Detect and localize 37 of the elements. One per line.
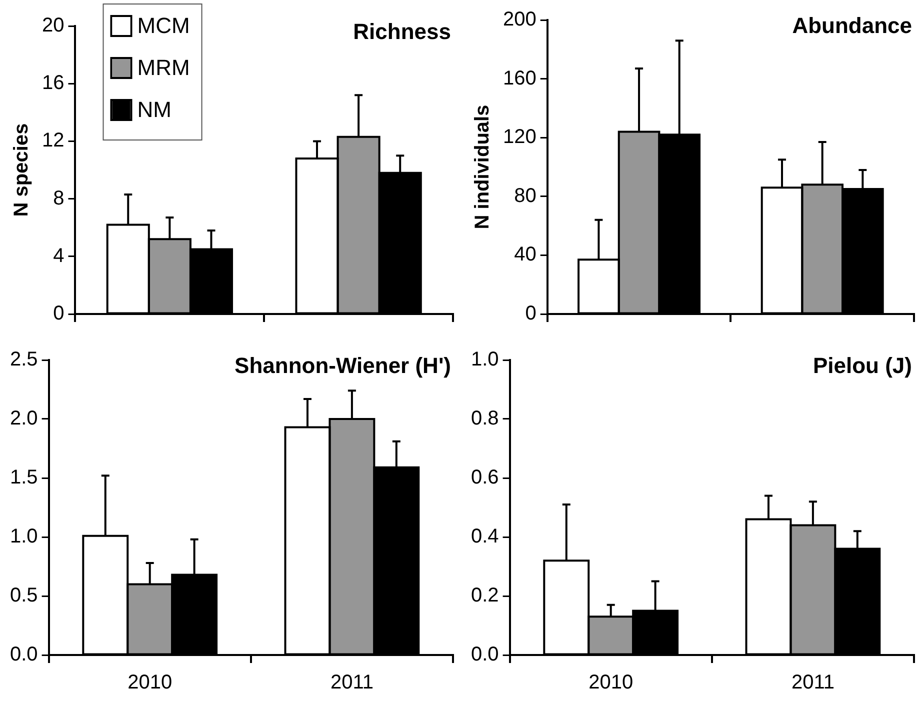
y-tick-label: 2.0 (10, 408, 38, 430)
legend-label: NM (137, 97, 172, 122)
y-tick-label: 40 (514, 244, 536, 266)
y-tick-label: 1.0 (470, 348, 499, 371)
y-tick-label: 0 (525, 302, 536, 325)
legend-label: MRM (137, 55, 190, 80)
y-tick-label: 160 (502, 67, 536, 90)
y-tick-label: 0.2 (470, 584, 499, 607)
y-tick-label: 4 (53, 244, 64, 267)
y-tick-label: 0.0 (10, 644, 38, 666)
y-tick-label: 80 (514, 184, 536, 207)
y-tick-label: 1.0 (10, 526, 38, 548)
chart-title: Pielou (J) (812, 353, 912, 378)
chart-title: Shannon-Wiener (H') (234, 353, 451, 378)
x-tick-label: 2011 (791, 672, 834, 694)
chart-title: Richness (353, 19, 451, 44)
x-tick-label: 2010 (588, 672, 634, 694)
y-tick-label: 0.4 (470, 526, 499, 548)
y-tick-label: 200 (502, 8, 536, 31)
y-tick-label: 8 (53, 187, 64, 210)
x-tick-label: 2011 (330, 672, 374, 694)
y-tick-label: 16 (42, 72, 64, 94)
x-tick-label: 2010 (128, 672, 172, 694)
y-tick-label: 20 (42, 14, 64, 37)
y-tick-label: 12 (42, 130, 64, 152)
y-tick-label: 0.5 (10, 584, 38, 607)
y-tick-label: 0.8 (470, 408, 499, 430)
y-tick-label: 0 (53, 302, 64, 325)
y-axis-title: N species (10, 123, 33, 217)
y-tick-label: 0.6 (470, 466, 499, 489)
y-tick-label: 2.5 (10, 348, 38, 371)
y-axis-title: N individuals (472, 104, 494, 230)
chart-title: Abundance (792, 13, 912, 38)
legend-label: MCM (137, 13, 190, 38)
y-tick-label: 0.0 (470, 644, 499, 666)
y-tick-label: 120 (502, 126, 536, 148)
y-tick-label: 1.5 (10, 466, 38, 489)
